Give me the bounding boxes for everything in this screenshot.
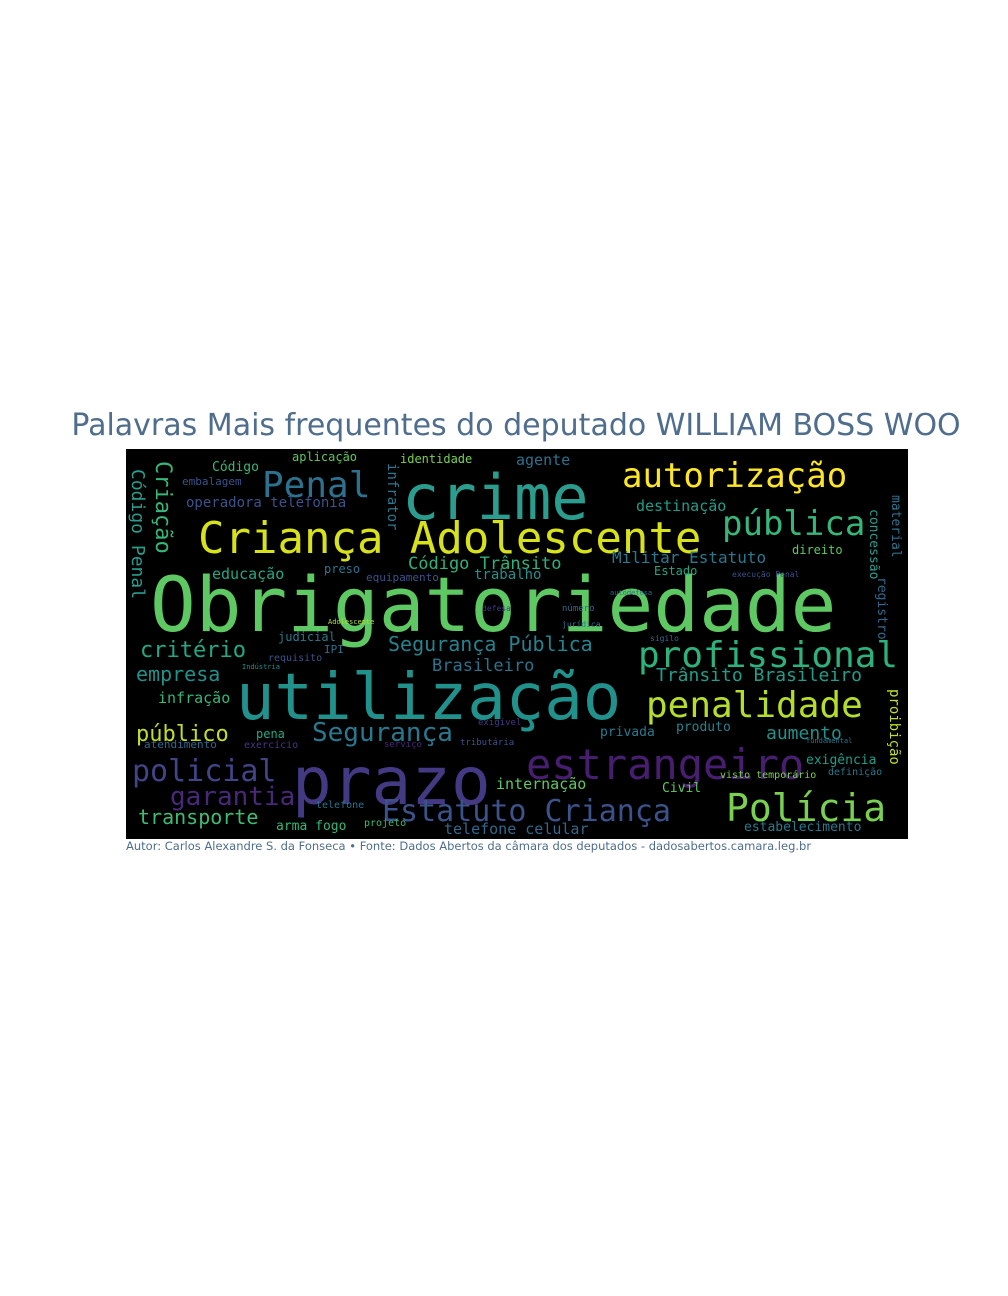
cloud-word: Estatuto Criança [382, 794, 671, 829]
cloud-word: embalagem [182, 475, 242, 488]
cloud-word: número [562, 604, 595, 614]
cloud-word: garantia [170, 782, 295, 812]
cloud-word: crime [402, 461, 589, 534]
cloud-word: utilização [236, 661, 621, 735]
cloud-word: pena [256, 727, 285, 741]
cloud-word: agente [516, 451, 570, 469]
cloud-word: Indústria [242, 663, 280, 671]
cloud-word: concessão [866, 509, 881, 579]
cloud-word: Código [212, 460, 259, 475]
cloud-word: autodefesa [610, 589, 652, 597]
cloud-word: exercício [244, 739, 298, 751]
cloud-word: Brasileiro [432, 656, 534, 676]
cloud-word: privada [600, 725, 655, 740]
cloud-word: Segurança Pública [388, 632, 593, 656]
cloud-word: IPI [324, 643, 344, 656]
cloud-word: autorização [622, 456, 847, 496]
cloud-word: requisito [268, 653, 322, 664]
cloud-word: telefone [316, 800, 364, 811]
cloud-word: aumento [766, 723, 842, 744]
cloud-word: projeto [364, 818, 406, 829]
cloud-word: Código Penal [127, 469, 148, 599]
cloud-word: Criação [150, 461, 175, 554]
cloud-word: preso [324, 562, 360, 576]
cloud-word: Código Trânsito [408, 554, 562, 574]
cloud-word: proibição [886, 689, 902, 765]
cloud-word: defesa [482, 604, 511, 613]
chart-title: Palavras Mais frequentes do deputado WIL… [71, 408, 961, 443]
word-cloud: Obrigatoriedade utilização prazo crime Crian… [126, 449, 908, 839]
cloud-word: Estado [654, 564, 697, 578]
cloud-word: operadora telefonia [186, 495, 346, 511]
cloud-word: telefone celular [444, 820, 589, 838]
cloud-word: equipamento [366, 571, 439, 584]
source-caption: Autor: Carlos Alexandre S. da Fonseca • … [126, 839, 812, 853]
cloud-word: educação [212, 565, 284, 583]
cloud-word: Criança Adolescente [198, 513, 701, 564]
cloud-word: material [888, 495, 903, 558]
cloud-word: Trânsito Brasileiro [656, 665, 862, 686]
cloud-word: definição [828, 767, 882, 778]
cloud-word: arma fogo [276, 819, 346, 834]
cloud-word: destinação [636, 497, 726, 515]
cloud-word: penalidade [646, 685, 863, 726]
cloud-word: prazo [292, 743, 491, 820]
cloud-word: registro [874, 577, 889, 640]
cloud-word: serviço [384, 740, 422, 750]
cloud-word: execução Penal [732, 570, 800, 579]
cloud-word: transporte [138, 805, 258, 829]
cloud-word: estrangeiro [526, 740, 804, 789]
word-cloud-background [126, 449, 908, 839]
cloud-word: produto [676, 720, 731, 735]
cloud-word: visto temporário [720, 769, 816, 781]
cloud-word: Civil [662, 781, 701, 796]
cloud-word: tributária [460, 738, 514, 748]
cloud-word: pública [722, 504, 865, 544]
word-cloud-canvas: Obrigatoriedade utilização prazo crimeCrian… [126, 449, 908, 839]
cloud-word: exigência [806, 753, 876, 768]
cloud-word: identidade [400, 452, 472, 466]
cloud-word: público [136, 722, 229, 747]
cloud-word: profissional [638, 635, 898, 676]
cloud-word: infração [158, 689, 230, 707]
cloud-word: Obrigatoriedade [150, 560, 836, 649]
cloud-word: exigível [478, 718, 521, 728]
cloud-word: atendimento [144, 738, 217, 751]
cloud-word: direito [792, 543, 843, 557]
cloud-word: empresa [136, 662, 220, 686]
cloud-word: internação [496, 775, 586, 793]
cloud-word: Polícia [726, 786, 886, 830]
cloud-word: critério [140, 638, 246, 663]
cloud-word: trabalho [474, 567, 541, 583]
cloud-word: infrator [384, 463, 400, 530]
cloud-word: judicial [278, 630, 336, 644]
cloud-word: jurídica [562, 620, 601, 629]
cloud-word: aplicação [292, 450, 357, 464]
cloud-word: sigilo [650, 634, 679, 643]
cloud-word: fundamental [806, 737, 852, 745]
cloud-word: Adolescente [328, 618, 374, 626]
cloud-word: estabelecimento [744, 820, 861, 835]
cloud-word: Militar Estatuto [612, 548, 766, 567]
cloud-word: policial [132, 754, 277, 789]
cloud-word: Segurança [312, 718, 453, 748]
cloud-word: Penal [262, 465, 370, 506]
